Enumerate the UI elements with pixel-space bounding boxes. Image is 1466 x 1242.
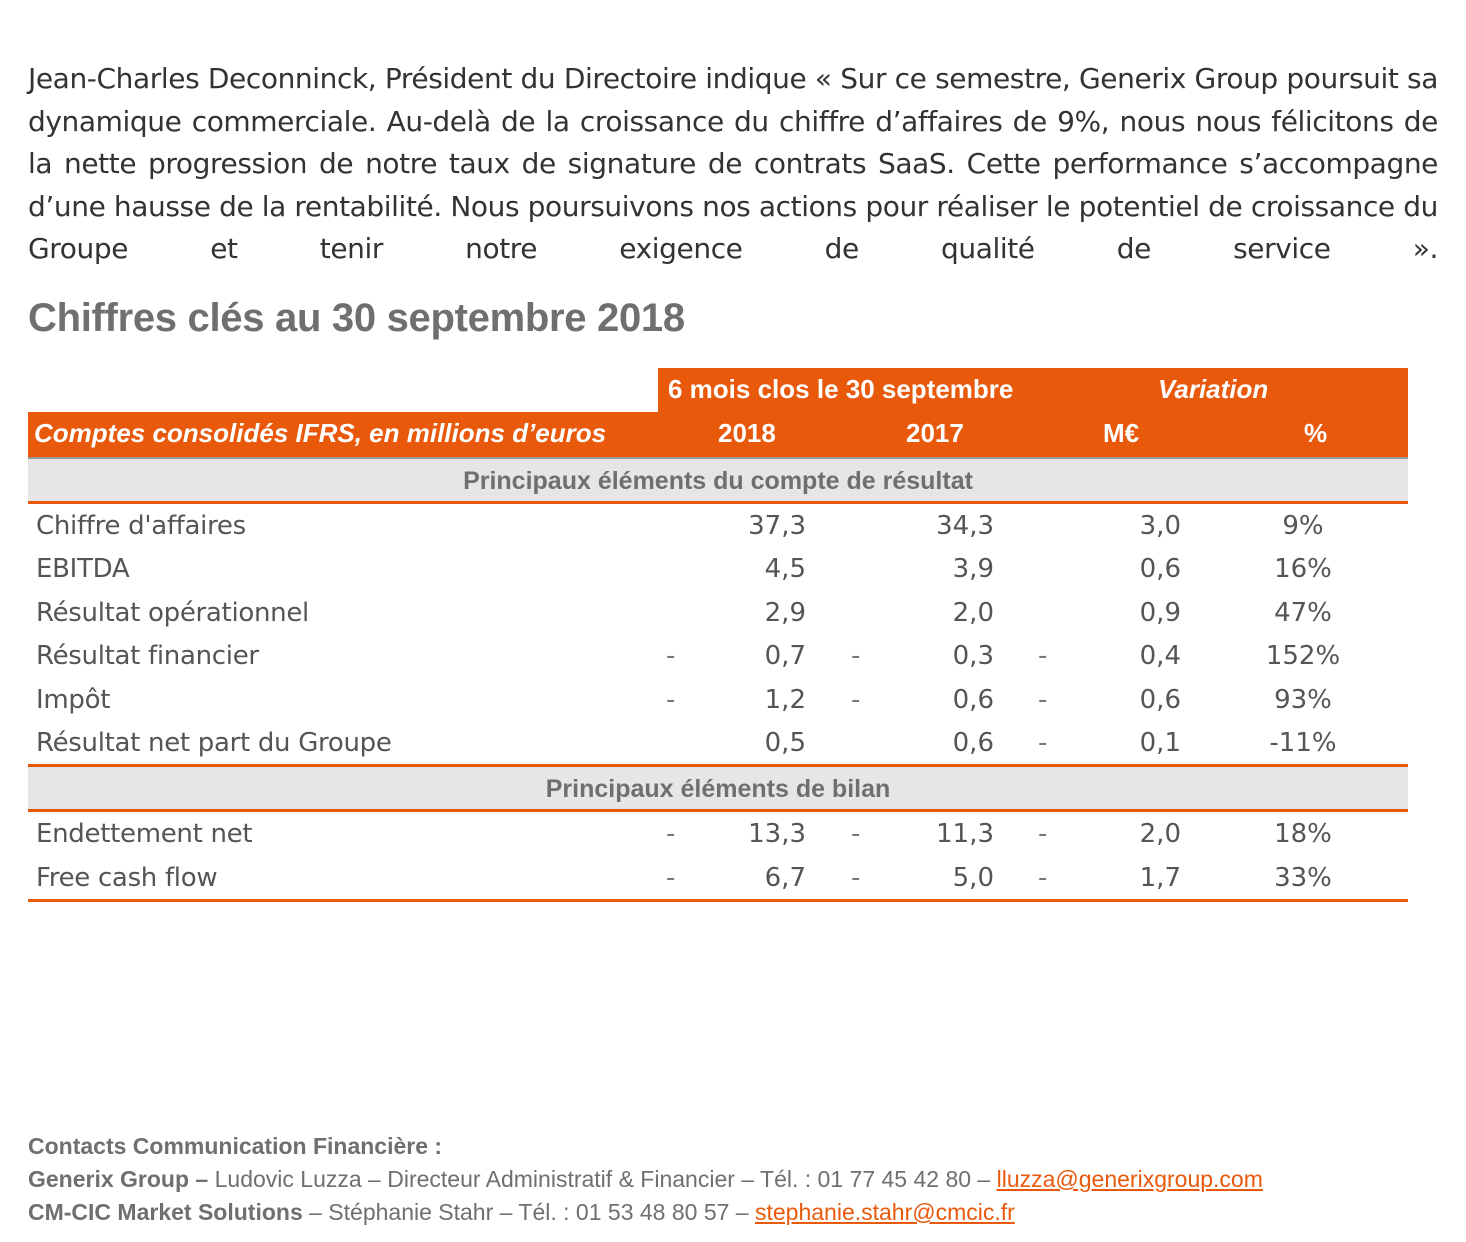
value-2017: 0,6 [952,727,994,758]
header-2017: 2017 [906,418,964,448]
value-variation: 0,9 [1139,597,1181,628]
email-link-cmcic[interactable]: stephanie.stahr@cmcic.fr [754,1199,1015,1225]
contact-org-generix: Generix Group – [28,1166,209,1192]
section-title: Chiffres clés au 30 septembre 2018 [28,296,685,340]
table-header-row-1: 6 mois clos le 30 septembre Variation [28,368,1408,412]
negative-sign: - [851,641,861,672]
contacts-block: Contacts Communication Financière : Gene… [28,1130,1263,1229]
value-variation-pct: 16% [1274,554,1332,585]
header-2018: 2018 [718,418,776,448]
header-period-band [658,368,1408,412]
email-link-generix[interactable]: lluzza@generixgroup.com [996,1166,1263,1192]
section-balance-sheet: Principaux éléments de bilan [28,764,1408,813]
negative-sign: - [1038,862,1048,893]
value-2017: 0,3 [952,641,994,672]
header-variation: Variation [1158,374,1269,404]
header-period: 6 mois clos le 30 septembre [668,374,1014,404]
header-var-pct: % [1304,418,1328,448]
section-balance-sheet-label: Principaux éléments de bilan [545,775,891,804]
quote-paragraph: Jean-Charles Deconninck, Président du Di… [28,62,1438,265]
row-label: EBITDA [36,554,130,585]
value-variation: 0,6 [1139,684,1181,715]
contact-details-generix: Ludovic Luzza – Directeur Administratif … [208,1166,997,1192]
table-row: Impôt 1,2 0,6 0,6 93% - - - [28,678,1408,721]
section-income-statement: Principaux éléments du compte de résulta… [28,457,1408,504]
negative-sign: - [1038,727,1048,758]
value-2018: 1,2 [764,684,806,715]
value-2017: 34,3 [936,511,994,541]
income-statement-rows: Chiffre d'affaires 37,3 34,3 3,0 9% EBITDA 4,5… [28,504,1408,764]
value-variation-pct: 47% [1274,597,1332,628]
table-row: Chiffre d'affaires 37,3 34,3 3,0 9% [28,504,1408,547]
negative-sign: - [666,641,676,672]
row-label: Résultat net part du Groupe [36,727,392,758]
value-2018: 13,3 [748,819,806,850]
value-variation-pct: -11% [1269,727,1337,758]
header-var-meur: M€ [1103,418,1140,448]
value-2018: 6,7 [764,862,806,893]
negative-sign: - [851,819,861,850]
table-bottom-rule [28,899,1408,903]
row-label: Free cash flow [36,862,218,893]
value-variation-pct: 93% [1274,684,1332,715]
table-row: Free cash flow 6,7 5,0 1,7 33% - - - [28,856,1408,899]
negative-sign: - [851,862,861,893]
contact-details-cmcic: – Stéphanie Stahr – Tél. : 01 53 48 80 5… [302,1199,755,1225]
table-row: Résultat opérationnel 2,9 2,0 0,9 47% [28,591,1408,634]
value-variation: 2,0 [1139,819,1181,850]
value-variation-pct: 18% [1274,819,1332,850]
value-variation-pct: 152% [1265,641,1341,672]
value-2017: 11,3 [936,819,994,850]
row-label: Chiffre d'affaires [36,511,246,541]
negative-sign: - [666,862,676,893]
table-row: Endettement net 13,3 11,3 2,0 18% - - - [28,812,1408,855]
table-row: EBITDA 4,5 3,9 0,6 16% [28,547,1408,590]
value-variation-pct: 33% [1274,862,1332,893]
value-variation: 0,6 [1139,554,1181,585]
value-2017: 5,0 [952,862,994,893]
value-2017: 3,9 [952,554,994,585]
value-variation: 1,7 [1139,862,1181,893]
value-variation: 0,1 [1139,727,1181,758]
value-variation-pct: 9% [1282,511,1324,541]
value-2018: 37,3 [748,511,806,541]
value-variation: 3,0 [1139,511,1181,541]
table-row: Résultat net part du Groupe 0,5 0,6 0,1 -11%… [28,721,1408,764]
value-2018: 2,9 [764,597,806,628]
value-2018: 4,5 [764,554,806,585]
negative-sign: - [851,684,861,715]
negative-sign: - [1038,819,1048,850]
value-2018: 0,7 [764,641,806,672]
row-label: Endettement net [36,819,253,850]
section-income-statement-label: Principaux éléments du compte de résulta… [463,467,973,495]
value-variation: 0,4 [1139,641,1181,672]
value-2017: 0,6 [952,684,994,715]
contact-org-cmcic: CM-CIC Market Solutions [28,1199,303,1225]
table-header-row-2: Comptes consolidés IFRS, en millions d’e… [28,412,1408,457]
row-label: Impôt [36,684,111,715]
value-2018: 0,5 [764,727,806,758]
negative-sign: - [666,819,676,850]
key-figures-table: 6 mois clos le 30 septembre Variation Co… [28,368,1408,903]
balance-sheet-rows: Endettement net 13,3 11,3 2,0 18% - - - Free cas… [28,812,1408,899]
table-row: Résultat financier 0,7 0,3 0,4 152% - - - [28,634,1408,677]
contacts-title: Contacts Communication Financière : [28,1133,443,1159]
negative-sign: - [1038,684,1048,715]
negative-sign: - [666,684,676,715]
row-label: Résultat opérationnel [36,597,309,628]
value-2017: 2,0 [952,597,994,628]
negative-sign: - [1038,641,1048,672]
row-label: Résultat financier [36,641,259,672]
header-label: Comptes consolidés IFRS, en millions d’e… [34,418,607,448]
